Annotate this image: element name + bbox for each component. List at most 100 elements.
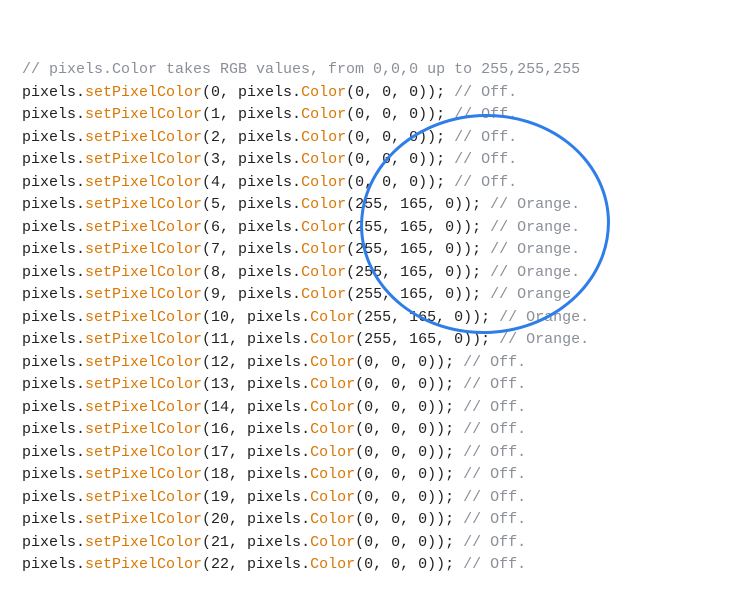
code-comment: // Off. (454, 174, 517, 191)
code-token: pixels. (22, 264, 85, 281)
code-token: (0, 0, 0)); (355, 534, 463, 551)
code-token: (0, 0, 0)); (346, 84, 454, 101)
code-token: (1, pixels. (202, 106, 301, 123)
code-editor-pane: // pixels.Color takes RGB values, from 0… (0, 0, 734, 600)
code-token: (0, 0, 0)); (346, 106, 454, 123)
code-method: setPixelColor (85, 466, 202, 483)
code-token: pixels. (22, 106, 85, 123)
code-token: pixels. (22, 511, 85, 528)
code-method: Color (301, 219, 346, 236)
code-token: (9, pixels. (202, 286, 301, 303)
code-token: (14, pixels. (202, 399, 310, 416)
code-method: setPixelColor (85, 444, 202, 461)
code-method: setPixelColor (85, 264, 202, 281)
code-method: Color (310, 511, 355, 528)
code-token: (255, 165, 0)); (346, 241, 490, 258)
code-token: pixels. (22, 489, 85, 506)
code-token: (255, 165, 0)); (355, 309, 499, 326)
code-comment: // Off. (463, 354, 526, 371)
code-token: pixels. (22, 376, 85, 393)
code-comment: // Off. (463, 534, 526, 551)
code-token: (0, 0, 0)); (355, 376, 463, 393)
code-token: (20, pixels. (202, 511, 310, 528)
code-token: (17, pixels. (202, 444, 310, 461)
code-token: pixels. (22, 241, 85, 258)
code-comment: // Off. (463, 399, 526, 416)
code-method: Color (301, 264, 346, 281)
code-token: (0, pixels. (202, 84, 301, 101)
code-method: setPixelColor (85, 354, 202, 371)
code-method: setPixelColor (85, 241, 202, 258)
code-token: (255, 165, 0)); (346, 286, 490, 303)
code-token: (12, pixels. (202, 354, 310, 371)
code-method: setPixelColor (85, 219, 202, 236)
code-token: pixels. (22, 556, 85, 573)
code-comment: // Orange. (499, 309, 589, 326)
code-token: (2, pixels. (202, 129, 301, 146)
code-method: setPixelColor (85, 489, 202, 506)
code-token: pixels. (22, 151, 85, 168)
code-method: Color (310, 354, 355, 371)
code-method: setPixelColor (85, 376, 202, 393)
code-token: (0, 0, 0)); (355, 556, 463, 573)
code-comment: // Off. (463, 421, 526, 438)
code-token: (0, 0, 0)); (355, 354, 463, 371)
code-method: Color (310, 309, 355, 326)
code-token: (6, pixels. (202, 219, 301, 236)
code-token: pixels. (22, 196, 85, 213)
code-token: (0, 0, 0)); (355, 489, 463, 506)
code-token: pixels. (22, 354, 85, 371)
code-method: Color (301, 151, 346, 168)
code-token: (0, 0, 0)); (355, 421, 463, 438)
code-token: (0, 0, 0)); (346, 129, 454, 146)
code-method: Color (301, 129, 346, 146)
code-method: Color (310, 421, 355, 438)
code-method: setPixelColor (85, 511, 202, 528)
code-token: pixels. (22, 466, 85, 483)
code-comment: // Off. (463, 489, 526, 506)
code-token: (19, pixels. (202, 489, 310, 506)
code-token: pixels. (22, 84, 85, 101)
code-method: setPixelColor (85, 196, 202, 213)
code-comment: // pixels.Color takes RGB values, from 0… (22, 61, 580, 78)
code-comment: // Orange. (490, 219, 580, 236)
code-comment: // Off. (454, 84, 517, 101)
code-token: pixels. (22, 129, 85, 146)
code-token: pixels. (22, 286, 85, 303)
code-comment: // Off. (463, 376, 526, 393)
code-token: pixels. (22, 331, 85, 348)
code-comment: // Orange. (490, 196, 580, 213)
code-comment: // Orange. (490, 264, 580, 281)
code-method: setPixelColor (85, 309, 202, 326)
code-method: Color (310, 376, 355, 393)
code-comment: // Off. (463, 556, 526, 573)
code-method: Color (310, 399, 355, 416)
code-token: (255, 165, 0)); (355, 331, 499, 348)
code-method: Color (310, 534, 355, 551)
code-token: pixels. (22, 444, 85, 461)
code-token: (21, pixels. (202, 534, 310, 551)
code-method: Color (310, 444, 355, 461)
code-token: (8, pixels. (202, 264, 301, 281)
code-method: setPixelColor (85, 106, 202, 123)
code-comment: // Off. (454, 106, 517, 123)
code-comment: // Orange. (490, 286, 580, 303)
code-token: (0, 0, 0)); (346, 151, 454, 168)
code-method: Color (301, 286, 346, 303)
code-comment: // Off. (454, 129, 517, 146)
code-token: pixels. (22, 534, 85, 551)
code-token: (7, pixels. (202, 241, 301, 258)
code-comment: // Off. (463, 444, 526, 461)
code-method: Color (301, 196, 346, 213)
code-method: Color (301, 106, 346, 123)
code-token: (16, pixels. (202, 421, 310, 438)
code-token: pixels. (22, 421, 85, 438)
code-token: (3, pixels. (202, 151, 301, 168)
code-method: setPixelColor (85, 84, 202, 101)
code-method: setPixelColor (85, 556, 202, 573)
code-method: setPixelColor (85, 286, 202, 303)
code-method: setPixelColor (85, 534, 202, 551)
code-token: (5, pixels. (202, 196, 301, 213)
code-token: (4, pixels. (202, 174, 301, 191)
code-comment: // Orange. (490, 241, 580, 258)
